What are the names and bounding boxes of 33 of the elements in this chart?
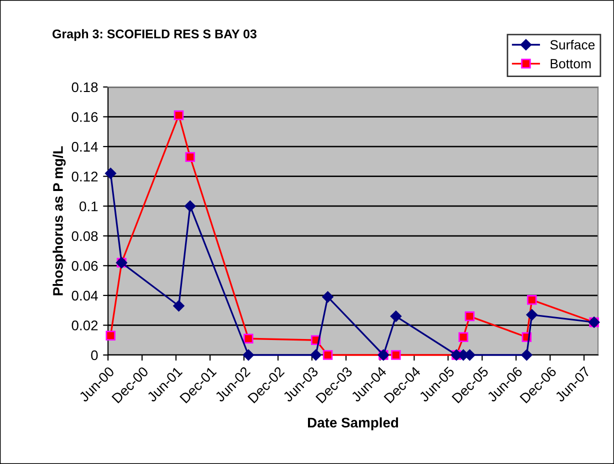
y-axis-title: Phosphorus as P mg/L xyxy=(52,146,66,296)
point xyxy=(310,349,322,361)
y-tick-label: 0.06 xyxy=(72,261,98,271)
y-tick-label: 0.04 xyxy=(72,290,98,301)
y-tick-label: 0 xyxy=(91,350,98,360)
point xyxy=(390,310,402,322)
point xyxy=(106,330,116,341)
x-axis-title: Date Sampled xyxy=(308,417,398,430)
point xyxy=(185,152,195,162)
y-tick-label: 0.08 xyxy=(72,231,98,242)
point xyxy=(458,332,468,342)
y-tick-label: 0.14 xyxy=(72,142,98,152)
point xyxy=(322,350,333,360)
point xyxy=(526,309,538,320)
legend-label: Surface xyxy=(550,40,595,50)
y-tick-label: 0.02 xyxy=(72,320,98,330)
y-tick-label: 0.16 xyxy=(72,112,98,122)
legend-label: Bottom xyxy=(550,59,591,68)
point xyxy=(521,349,532,361)
point xyxy=(527,295,537,305)
point xyxy=(174,110,184,120)
point xyxy=(322,291,334,303)
point xyxy=(173,300,184,312)
point xyxy=(105,168,116,179)
point xyxy=(242,349,254,361)
point xyxy=(391,350,401,360)
point xyxy=(244,334,254,344)
point xyxy=(464,311,475,322)
y-tick-label: 0.1 xyxy=(80,201,98,212)
y-tick-label: 0.12 xyxy=(72,172,98,182)
chart-title: Graph 3: SCOFIELD RES S BAY 03 xyxy=(52,29,256,41)
y-tick-label: 0.18 xyxy=(72,82,98,92)
point xyxy=(184,200,196,212)
